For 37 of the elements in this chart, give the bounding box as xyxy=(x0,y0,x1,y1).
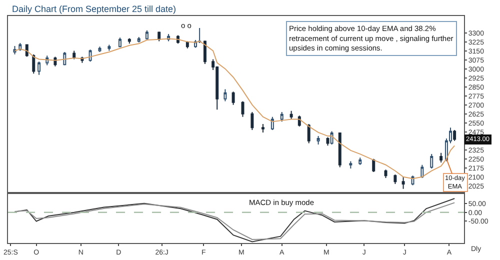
candlestick xyxy=(128,38,131,44)
candlestick xyxy=(372,158,376,173)
candlestick xyxy=(420,164,424,179)
candlestick xyxy=(158,31,161,42)
candlestick xyxy=(430,154,434,169)
candlestick xyxy=(63,52,66,66)
chart-title: Daily Chart (From September 25 till date) xyxy=(12,4,176,14)
candlestick xyxy=(440,152,443,163)
candlestick xyxy=(13,46,16,55)
candlestick xyxy=(290,110,293,120)
candlestick xyxy=(38,61,41,76)
candlestick xyxy=(358,157,362,166)
candlestick xyxy=(232,91,235,106)
candlestick xyxy=(108,44,111,52)
candlestick xyxy=(261,124,264,133)
candlestick xyxy=(203,40,206,65)
candlestick xyxy=(330,130,334,145)
candlestick xyxy=(186,40,189,49)
candlestick xyxy=(98,46,102,53)
candlestick xyxy=(316,136,320,145)
candlestick xyxy=(402,176,405,190)
candlestick xyxy=(198,28,202,44)
candlestick xyxy=(137,36,140,43)
candlestick xyxy=(280,112,284,122)
candlestick xyxy=(349,160,352,169)
candlestick xyxy=(453,130,456,142)
candlestick xyxy=(145,30,148,40)
candlestick xyxy=(32,54,36,74)
candlestick xyxy=(394,174,397,185)
candlestick xyxy=(250,112,254,131)
candlestick xyxy=(88,49,92,62)
candlestick xyxy=(118,37,122,48)
candlestick xyxy=(270,116,274,131)
candlestick xyxy=(307,124,310,144)
candlestick xyxy=(224,88,227,102)
candlestick xyxy=(338,132,342,168)
candlestick xyxy=(25,44,28,58)
